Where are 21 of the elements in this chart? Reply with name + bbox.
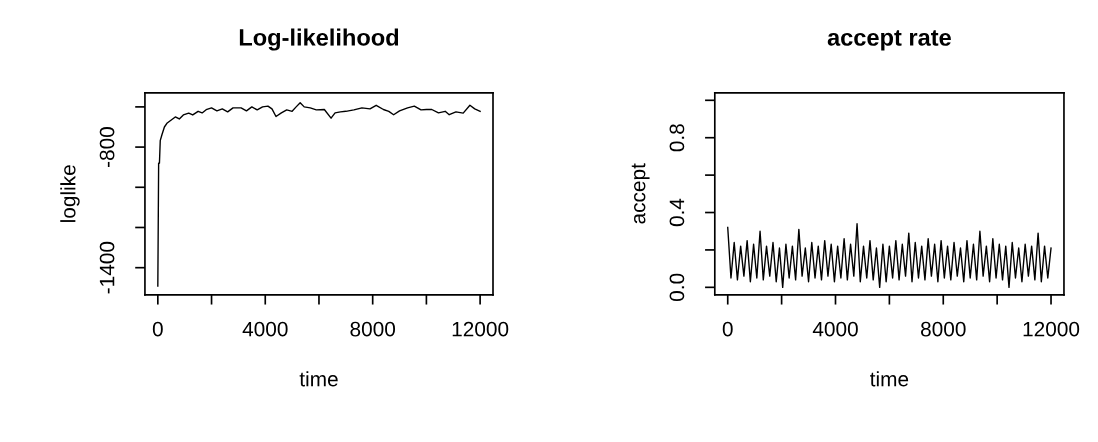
x-axis-title: time [299,371,338,387]
line-series [157,101,481,287]
x-tick-label: 12000 [1023,321,1080,337]
y-tick-label: 0.4 [669,198,685,227]
line-series [727,223,1052,289]
x-tick-label: 0 [152,321,163,337]
x-tick-label: 12000 [452,321,509,337]
x-tick-label: 8000 [921,321,966,337]
x-tick-label: 4000 [812,321,858,337]
x-tick-label: 0 [722,321,733,337]
chart-title: Log-likelihood [239,28,399,51]
y-tick-label: -1400 [99,241,115,294]
y-axis-title: accept [631,163,650,224]
x-tick-label: 4000 [242,321,288,337]
y-tick-label: -800 [99,127,115,168]
x-tick-label: 8000 [350,321,396,337]
chart-title: accept rate [827,30,951,51]
x-axis-title: time [870,371,909,387]
y-tick-label: 0.0 [669,273,685,301]
y-axis-title: loglike [60,165,80,222]
y-tick-label: 0.8 [669,124,685,152]
